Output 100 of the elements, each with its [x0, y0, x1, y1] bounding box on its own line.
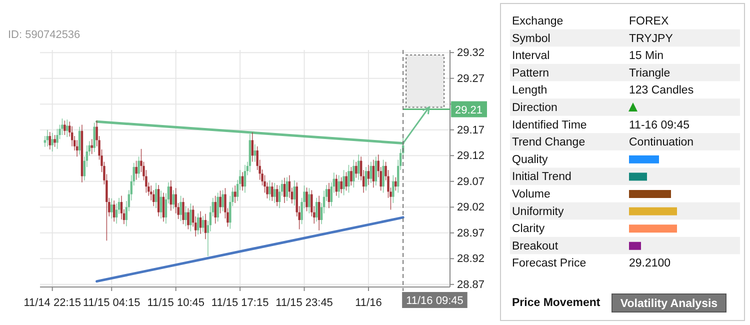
candlestick — [180, 195, 182, 222]
candlestick — [184, 206, 187, 227]
text: Price Movement — [512, 297, 600, 309]
x-tick-label: 11/14 22:15 — [24, 297, 81, 310]
candlestick — [112, 200, 116, 222]
y-tick-label: 29.12 — [457, 150, 485, 162]
ref-line-label: 11/16 09:45 — [406, 295, 464, 307]
category-label: Initial Trend — [512, 171, 572, 184]
text: Triangle — [629, 67, 670, 80]
candlestick — [170, 180, 172, 212]
candlestick — [352, 159, 355, 188]
candlestick — [51, 132, 54, 152]
candlestick — [241, 172, 244, 192]
category-label: Interval — [512, 50, 550, 62]
candlestick — [244, 164, 246, 194]
text: 11-16 09:45 — [629, 119, 690, 132]
candlestick — [135, 160, 138, 180]
x-tick-label: 11/15 17:15 — [211, 297, 269, 310]
candlestick — [64, 120, 66, 136]
category-label: Trend Change — [512, 136, 586, 149]
x-tick-label: 11/15 04:15 — [82, 297, 140, 310]
text: FOREX — [629, 16, 669, 28]
candlestick — [328, 182, 330, 209]
candlestick — [214, 195, 216, 224]
candlestick — [251, 132, 254, 162]
candlestick — [160, 190, 162, 219]
candlestick — [367, 164, 370, 186]
candlestick — [340, 176, 342, 194]
candlestick — [162, 192, 165, 222]
candlestick — [157, 184, 160, 217]
candlestick — [350, 166, 352, 186]
y-tick-label: 28.97 — [457, 227, 485, 240]
x-tick-label: 11/16 — [355, 297, 382, 310]
candlestick — [268, 180, 271, 201]
bar — [629, 242, 641, 250]
candlestick — [286, 176, 288, 202]
category-label: Pattern — [512, 67, 550, 80]
candlestick — [187, 208, 190, 230]
candlestick — [318, 195, 320, 231]
category-label: Quality — [512, 154, 548, 166]
candlestick — [54, 134, 56, 148]
y-tick-label: 29.17 — [457, 124, 485, 136]
candlestick — [202, 216, 204, 232]
candlestick — [66, 119, 68, 138]
text: Volatility Analysis — [620, 298, 718, 310]
candlestick — [308, 188, 310, 214]
candlestick — [293, 180, 296, 206]
x-tick-label: 11/15 10:45 — [147, 297, 204, 310]
y-tick-label: 29.02 — [457, 202, 485, 214]
candlestick — [271, 182, 274, 202]
category-label: Volume — [512, 188, 550, 200]
ref-line-label: 29.21 — [455, 104, 483, 116]
candlestick — [234, 185, 236, 204]
candlestick — [345, 172, 348, 192]
candlestick — [219, 190, 222, 214]
candlestick — [120, 195, 123, 220]
bar — [629, 224, 677, 233]
candlestick — [283, 177, 286, 204]
category-label: Exchange — [512, 16, 564, 28]
y-tick-label: 29.27 — [457, 72, 485, 85]
bar — [629, 155, 659, 164]
category-label: Uniformity — [512, 206, 564, 218]
bar — [629, 207, 677, 216]
category-label: Direction — [512, 102, 558, 114]
text: TRYJPY — [629, 32, 673, 45]
category-label: Symbol — [512, 32, 550, 45]
category-label: Forecast Price — [512, 258, 586, 270]
text: ID: 590742536 — [8, 29, 80, 41]
candlestick — [392, 174, 394, 204]
y-tick-label: 28.87 — [457, 278, 485, 291]
candlestick — [364, 166, 368, 192]
candlestick — [374, 156, 378, 186]
candlestick — [222, 190, 224, 212]
candlestick — [199, 210, 202, 234]
candlestick — [196, 212, 200, 235]
candlestick — [48, 132, 51, 150]
candlestick — [274, 182, 276, 204]
candlestick — [61, 118, 64, 136]
candlestick — [110, 198, 113, 219]
category-label: Clarity — [512, 223, 545, 236]
text: 29.2100 — [629, 258, 671, 270]
candlestick — [372, 159, 375, 188]
candlestick — [394, 176, 397, 192]
text: 15 Min — [629, 50, 664, 62]
y-tick-label: 28.92 — [457, 253, 485, 266]
candlestick — [93, 122, 96, 152]
text: Continuation — [629, 136, 694, 149]
y-tick-label: 29.07 — [457, 176, 485, 188]
candlestick — [276, 184, 278, 207]
candlestick — [78, 126, 81, 155]
text: 123 Candles — [629, 84, 694, 97]
candlestick — [190, 203, 192, 232]
category-label: Identified Time — [512, 119, 587, 132]
candlestick — [216, 192, 219, 222]
candlestick — [306, 187, 308, 212]
candlestick — [370, 161, 372, 184]
candlestick — [204, 213, 207, 240]
candlestick — [56, 128, 58, 150]
candlestick — [138, 156, 140, 178]
bar — [629, 190, 671, 198]
